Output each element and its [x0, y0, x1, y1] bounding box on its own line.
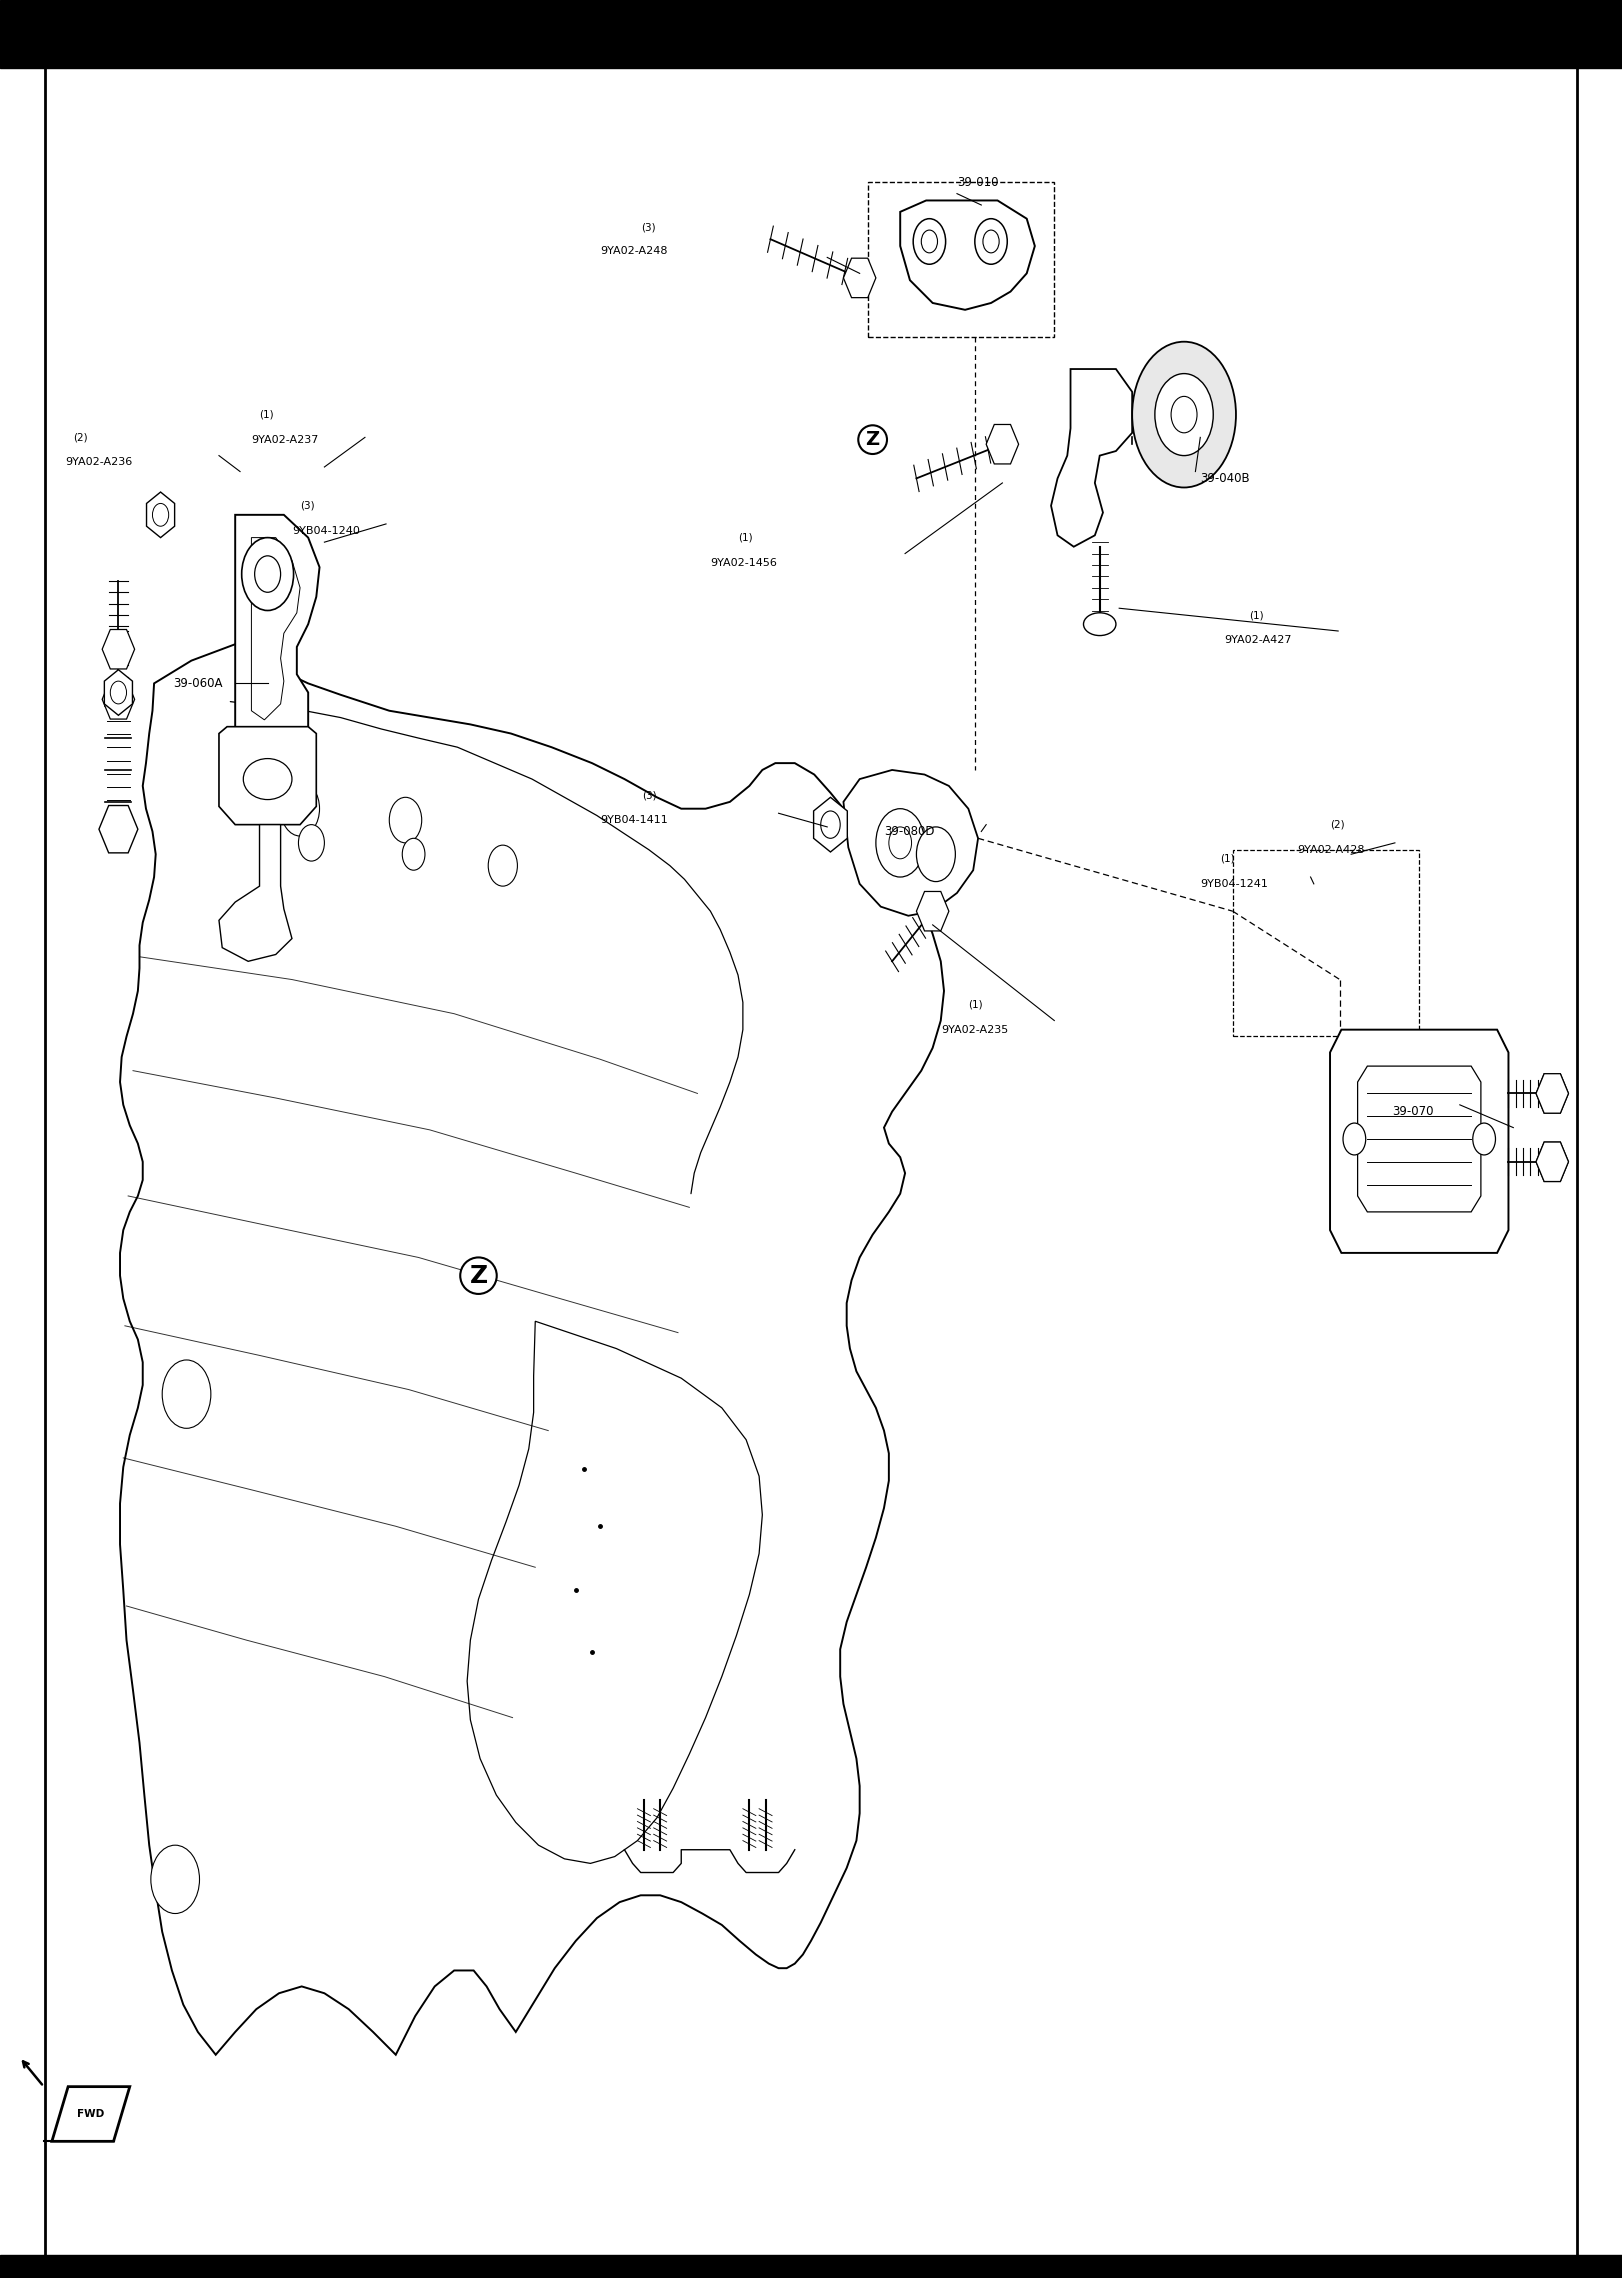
Text: 39-060A: 39-060A	[174, 677, 224, 690]
Circle shape	[298, 825, 324, 861]
Text: 39-040B: 39-040B	[1200, 472, 1251, 485]
Text: (1): (1)	[1220, 854, 1234, 863]
Polygon shape	[120, 642, 944, 2055]
Polygon shape	[104, 670, 133, 715]
Polygon shape	[1536, 1141, 1568, 1182]
Text: (3): (3)	[641, 223, 655, 232]
Text: 9YA02-A428: 9YA02-A428	[1298, 845, 1366, 854]
Circle shape	[488, 845, 517, 886]
Text: (1): (1)	[260, 410, 274, 419]
Text: 39-080D: 39-080D	[884, 825, 934, 838]
Circle shape	[162, 1360, 211, 1428]
Polygon shape	[1051, 369, 1132, 547]
Ellipse shape	[1083, 613, 1116, 636]
Polygon shape	[1536, 1073, 1568, 1114]
Polygon shape	[146, 492, 175, 538]
Text: (1): (1)	[1249, 611, 1264, 620]
Bar	[0, 0, 1622, 68]
Text: Z: Z	[469, 1264, 488, 1287]
Text: 9YB04-1240: 9YB04-1240	[292, 526, 360, 535]
Polygon shape	[1330, 1030, 1508, 1253]
Text: 9YA02-A237: 9YA02-A237	[251, 435, 320, 444]
Text: Z: Z	[866, 431, 879, 449]
Text: (2): (2)	[1330, 820, 1345, 829]
Text: FWD: FWD	[78, 2109, 104, 2119]
Text: 9YA02-A236: 9YA02-A236	[65, 458, 131, 467]
Text: 9YB04-1411: 9YB04-1411	[600, 816, 668, 825]
Circle shape	[255, 556, 281, 592]
Text: 9YA02-A427: 9YA02-A427	[1225, 636, 1293, 645]
Circle shape	[242, 538, 294, 611]
Circle shape	[921, 230, 938, 253]
Text: 9YA02-A235: 9YA02-A235	[941, 1025, 1007, 1034]
Circle shape	[1473, 1123, 1495, 1155]
Polygon shape	[843, 257, 876, 298]
Polygon shape	[1536, 1073, 1568, 1114]
Text: (3): (3)	[642, 790, 657, 800]
Polygon shape	[102, 679, 135, 720]
Text: (1): (1)	[968, 1000, 983, 1009]
Circle shape	[821, 811, 840, 838]
Text: 9YA02-A248: 9YA02-A248	[600, 246, 668, 255]
Polygon shape	[235, 515, 320, 749]
Text: (2): (2)	[73, 433, 88, 442]
Text: 9YA02-1456: 9YA02-1456	[710, 558, 777, 567]
Circle shape	[1155, 374, 1213, 456]
Circle shape	[389, 797, 422, 843]
Circle shape	[983, 230, 999, 253]
Text: 39-070: 39-070	[1392, 1105, 1434, 1118]
Polygon shape	[843, 770, 978, 916]
Polygon shape	[219, 825, 292, 961]
Circle shape	[876, 809, 925, 877]
Circle shape	[151, 1845, 200, 1914]
Polygon shape	[916, 891, 949, 932]
Circle shape	[281, 781, 320, 836]
Text: 39-010: 39-010	[957, 175, 999, 189]
Polygon shape	[219, 727, 316, 825]
Polygon shape	[102, 629, 135, 670]
Text: (1): (1)	[738, 533, 753, 542]
Circle shape	[110, 681, 127, 704]
Ellipse shape	[243, 759, 292, 800]
Circle shape	[913, 219, 946, 264]
Text: (3): (3)	[300, 501, 315, 510]
Circle shape	[889, 827, 912, 859]
Polygon shape	[99, 806, 138, 852]
Circle shape	[152, 503, 169, 526]
Circle shape	[1343, 1123, 1366, 1155]
Polygon shape	[814, 797, 847, 852]
Polygon shape	[900, 200, 1035, 310]
Polygon shape	[52, 2087, 130, 2141]
Polygon shape	[251, 538, 300, 720]
Circle shape	[975, 219, 1007, 264]
Polygon shape	[986, 424, 1019, 465]
Circle shape	[916, 827, 955, 882]
Circle shape	[1132, 342, 1236, 487]
Text: 9YB04-1241: 9YB04-1241	[1200, 879, 1268, 888]
Circle shape	[402, 838, 425, 870]
Circle shape	[1171, 396, 1197, 433]
Polygon shape	[1536, 1141, 1568, 1182]
Bar	[0, 2255, 1622, 2278]
